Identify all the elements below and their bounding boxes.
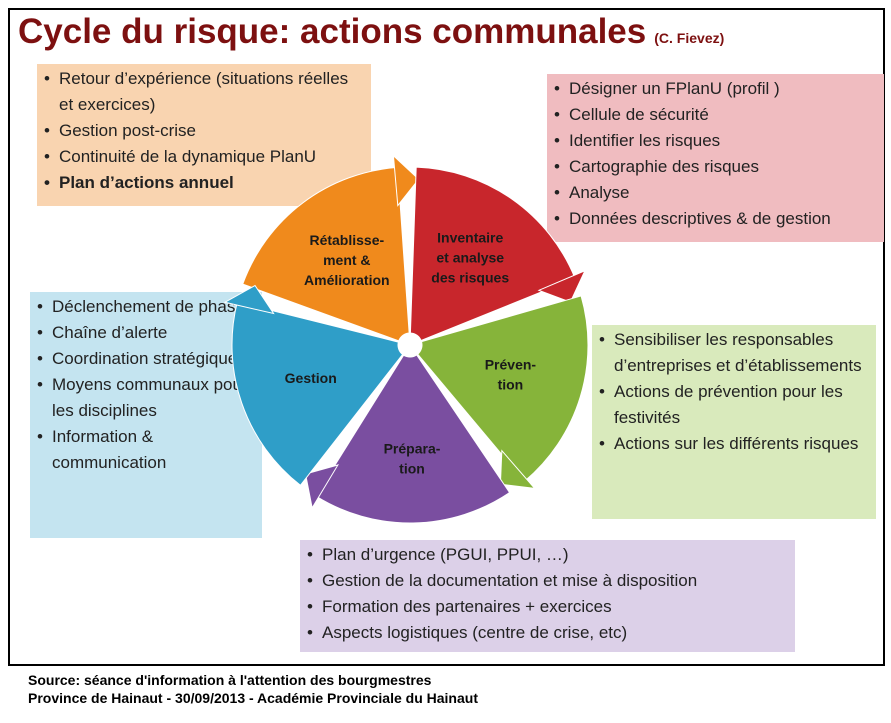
bullet-item: Aspects logistiques (centre de crise, et… bbox=[307, 620, 791, 646]
segment-label: Gestion bbox=[285, 370, 337, 386]
segment-label: ment & bbox=[323, 252, 370, 268]
section-box: Sensibiliser les responsables d’entrepri… bbox=[592, 325, 876, 519]
segment-label: Préven- bbox=[485, 356, 537, 372]
bullet-item: Sensibiliser les responsables d’entrepri… bbox=[599, 327, 872, 379]
footer: Source: séance d'information à l'attenti… bbox=[28, 671, 478, 707]
bullet-item: Retour d’expérience (situations réelles … bbox=[44, 66, 367, 118]
bullet-item: Actions sur les différents risques bbox=[599, 431, 872, 457]
bullet-item: Actions de prévention pour les festivité… bbox=[599, 379, 872, 431]
segment-label: Prépara- bbox=[384, 441, 441, 457]
bullet-item: Gestion de la documentation et mise à di… bbox=[307, 568, 791, 594]
bullet-item: Moyens communaux pour les disciplines bbox=[37, 372, 258, 424]
cycle-arrowhead bbox=[304, 464, 339, 510]
bullet-item: Désigner un FPlanU (profil ) bbox=[554, 76, 880, 102]
segment-label: tion bbox=[498, 376, 524, 392]
bullet-item: Continuité de la dynamique PlanU bbox=[44, 144, 367, 170]
segment-label: et analyse bbox=[436, 250, 504, 266]
segment-label: tion bbox=[399, 461, 425, 477]
segment-label: Inventaire bbox=[437, 230, 503, 246]
cycle-segment bbox=[409, 166, 576, 342]
section-box: Retour d’expérience (situations réelles … bbox=[37, 64, 371, 206]
cycle-arrowhead bbox=[392, 154, 420, 207]
cycle-arrowhead bbox=[223, 284, 275, 315]
bullet-item: Cartographie des risques bbox=[554, 154, 880, 180]
cycle-segment bbox=[242, 166, 410, 342]
bullet-item: Plan d’urgence (PGUI, PPUI, …) bbox=[307, 542, 791, 568]
cycle-arrowhead bbox=[499, 449, 536, 490]
footer-line: Source: séance d'information à l'attenti… bbox=[28, 672, 432, 688]
cycle-segment bbox=[417, 295, 589, 483]
bullet-item: Identifier les risques bbox=[554, 128, 880, 154]
footer-line: Province de Hainaut - 30/09/2013 - Acadé… bbox=[28, 690, 478, 706]
bullet-item: Déclenchement de phase bbox=[37, 294, 258, 320]
bullet-item: Analyse bbox=[554, 180, 880, 206]
cycle-segment bbox=[231, 301, 404, 486]
bullet-item: Coordination stratégique bbox=[37, 346, 258, 372]
section-box: Désigner un FPlanU (profil )Cellule de s… bbox=[547, 74, 884, 242]
bullet-item: Données descriptives & de gestion bbox=[554, 206, 880, 232]
section-box: Plan d’urgence (PGUI, PPUI, …)Gestion de… bbox=[300, 540, 795, 652]
cycle-segment bbox=[314, 354, 511, 524]
segment-label: des risques bbox=[431, 270, 509, 286]
segment-label: Rétablisse- bbox=[309, 232, 384, 248]
bullet-item: Formation des partenaires + exercices bbox=[307, 594, 791, 620]
author: (C. Fievez) bbox=[654, 30, 725, 46]
cycle-arrowhead bbox=[537, 269, 586, 303]
frame bbox=[8, 8, 885, 666]
bullet-item: Plan d’actions annuel bbox=[44, 170, 367, 196]
bullet-item: Gestion post-crise bbox=[44, 118, 367, 144]
section-box: Déclenchement de phaseChaîne d’alerteCoo… bbox=[30, 292, 262, 538]
bullet-item: Information & communication bbox=[37, 424, 258, 476]
title-text: Cycle du risque: actions communales bbox=[18, 12, 647, 51]
bullet-item: Cellule de sécurité bbox=[554, 102, 880, 128]
title: Cycle du risque: actions communales (C. F… bbox=[18, 12, 724, 52]
bullet-item: Chaîne d’alerte bbox=[37, 320, 258, 346]
segment-label: Amélioration bbox=[304, 272, 390, 288]
